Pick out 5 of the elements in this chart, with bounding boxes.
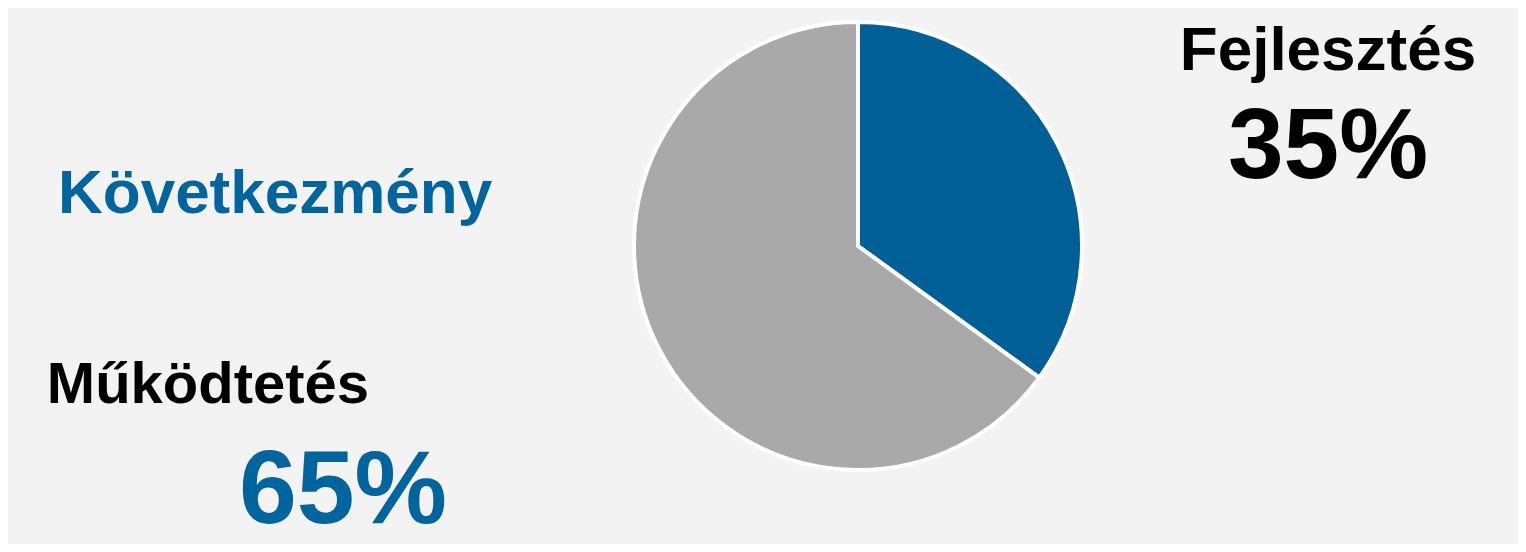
data-label: 35% — [1227, 87, 1429, 199]
slice-label: Működtetés — [46, 350, 370, 415]
text: Következmény — [58, 157, 493, 226]
data-label: 65% — [238, 429, 448, 545]
slice-label: Fejlesztés — [1179, 14, 1477, 83]
